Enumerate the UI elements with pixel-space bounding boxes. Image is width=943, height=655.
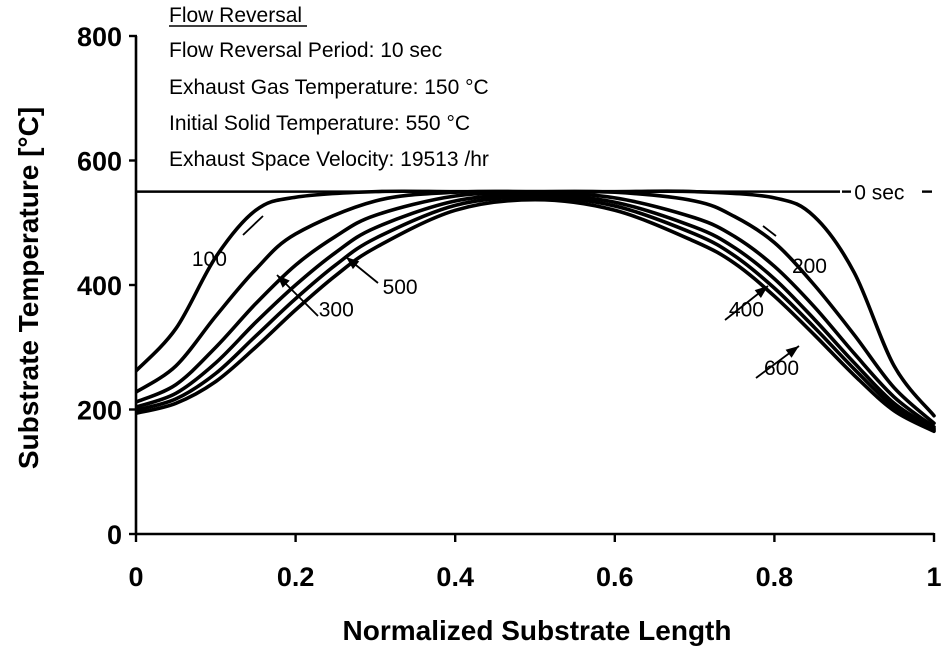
curve-label-200: 200	[792, 255, 827, 278]
x-tick-label: 1	[926, 562, 941, 592]
y-axis-title: Substrate Temperature [°C]	[13, 107, 44, 469]
leader-200	[762, 225, 777, 237]
legend-dash-layer	[840, 179, 936, 204]
annotation-line-space-velocity: Exhaust Space Velocity: 19513 /hr	[169, 148, 489, 171]
arrow-500-head	[346, 257, 360, 270]
annotation-line-initial-temp: Initial Solid Temperature: 550 °C	[169, 112, 470, 135]
annotation-heading: Flow Reversal	[169, 4, 302, 27]
curve-label-600: 600	[764, 357, 799, 380]
x-tick-label: 0.8	[756, 562, 794, 592]
series-layer	[136, 189, 936, 434]
y-tick-label: 0	[107, 520, 122, 550]
series-line-300	[136, 190, 936, 429]
arrow-layer	[242, 215, 800, 379]
series-line-200	[136, 189, 936, 425]
curve-label-layer: 0 sec 100 200 300 400 500 600	[192, 182, 905, 381]
leader-100	[242, 215, 264, 236]
curve-label-0-sec: 0 sec	[854, 182, 904, 205]
arrow-600-head	[785, 346, 799, 358]
x-axis-title: Normalized Substrate Length	[343, 615, 732, 646]
series-line-500	[136, 195, 936, 432]
curve-label-400: 400	[729, 299, 764, 322]
curve-label-100: 100	[192, 248, 227, 271]
y-tick-label: 200	[77, 396, 122, 426]
y-tick-label: 600	[77, 147, 122, 177]
arrow-300-head	[277, 275, 290, 288]
tick-labels: 0 200 400 600 800 0 0.2 0.4 0.6 0.8 1	[77, 22, 942, 592]
y-tick-label: 800	[77, 22, 122, 52]
annotation-line-exhaust-temp: Exhaust Gas Temperature: 150 °C	[169, 76, 489, 99]
axis-ticks	[129, 34, 936, 542]
curve-label-300: 300	[319, 299, 354, 322]
x-tick-label: 0.4	[436, 562, 474, 592]
series-line-400	[136, 192, 936, 431]
x-tick-label: 0.2	[277, 562, 315, 592]
arrow-400-head	[754, 286, 768, 298]
x-tick-label: 0	[128, 562, 143, 592]
series-line-600	[136, 197, 936, 434]
annotation-line-period: Flow Reversal Period: 10 sec	[169, 39, 442, 62]
y-tick-label: 400	[77, 271, 122, 301]
x-tick-label: 0.6	[596, 562, 634, 592]
zero-sec-label-gap	[840, 179, 936, 204]
annotation-block: Flow Reversal Flow Reversal Period: 10 s…	[169, 4, 489, 171]
curve-label-500: 500	[383, 276, 418, 299]
